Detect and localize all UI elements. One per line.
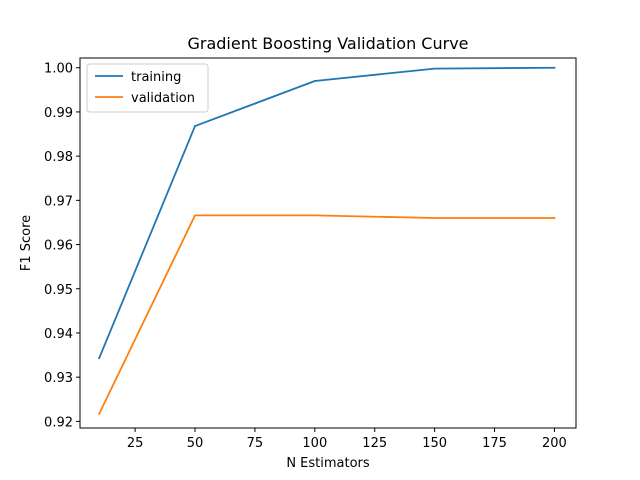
data-point-validation — [98, 412, 101, 415]
y-tick-label: 0.94 — [44, 327, 73, 342]
y-tick-label: 0.93 — [44, 371, 73, 386]
x-tick-label: 100 — [302, 436, 327, 451]
legend-label-validation: validation — [131, 91, 195, 106]
x-axis-title: N Estimators — [286, 456, 370, 471]
x-tick-label: 175 — [482, 436, 507, 451]
y-tick-label: 0.95 — [44, 283, 73, 298]
y-axis: 0.92 0.93 0.94 0.95 0.96 0.97 0.98 0.99 1.00 — [44, 62, 80, 430]
data-point-validation — [313, 214, 316, 217]
y-tick-label: 0.97 — [44, 194, 73, 209]
x-tick-label: 200 — [542, 436, 567, 451]
x-tick-label: 25 — [127, 436, 144, 451]
data-point-validation — [433, 217, 436, 219]
data-point-validation — [194, 214, 196, 217]
x-tick-label: 75 — [247, 436, 264, 451]
legend-label-training: training — [131, 70, 181, 85]
x-tick-label: 50 — [187, 436, 204, 451]
y-axis-title: F1 Score — [19, 215, 34, 271]
y-tick-label: 0.99 — [44, 106, 73, 121]
legend: training validation — [86, 63, 209, 113]
data-point-training — [98, 357, 101, 360]
chart-title: Gradient Boosting Validation Curve — [187, 34, 468, 53]
data-point-training — [553, 66, 556, 69]
y-tick-label: 1.00 — [44, 62, 73, 77]
axes-frame — [79, 57, 577, 429]
data-point-training — [313, 80, 316, 82]
plot-area — [97, 66, 556, 416]
x-axis: 25 50 75 100 125 150 175 200 — [127, 428, 567, 451]
data-point-training — [433, 67, 436, 70]
y-tick-label: 0.96 — [44, 239, 73, 254]
data-point-training — [194, 125, 196, 127]
y-tick-label: 0.98 — [44, 150, 73, 165]
x-tick-label: 150 — [422, 436, 447, 451]
y-tick-label: 0.92 — [44, 415, 73, 430]
x-tick-label: 125 — [362, 436, 387, 451]
data-point-validation — [553, 217, 556, 219]
